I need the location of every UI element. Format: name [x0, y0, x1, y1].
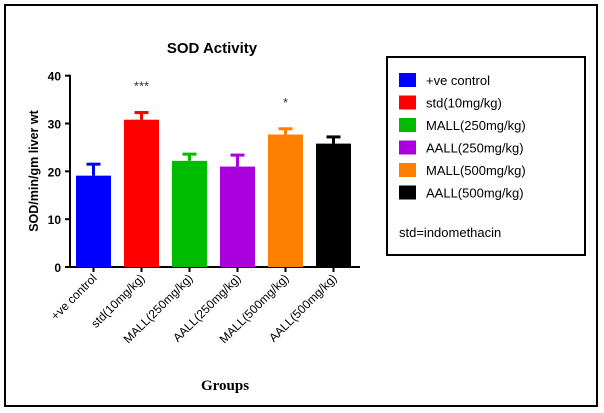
legend-entry: AALL(500mg/kg): [426, 186, 524, 201]
legend-note: std=indomethacin: [399, 225, 501, 240]
y-axis-label: SOD/min/gm liver wt: [27, 109, 41, 231]
bar: [124, 119, 159, 267]
y-tick-label: 30: [48, 118, 62, 132]
bar: [268, 134, 303, 267]
legend-swatch: [399, 185, 416, 200]
legend-entry: AALL(250mg/kg): [426, 141, 524, 156]
y-tick-label: 40: [48, 70, 62, 84]
legend-swatch: [399, 118, 416, 132]
bar: [76, 175, 111, 267]
legend-swatch: [399, 73, 416, 87]
legend-entry: +ve control: [426, 73, 490, 88]
legend-box: [386, 56, 586, 256]
y-tick-label: 20: [48, 165, 62, 179]
legend-entry: std(10mg/kg): [426, 96, 502, 111]
figure-frame: [4, 4, 598, 407]
bar: [220, 166, 255, 267]
legend-entry: MALL(500mg/kg): [426, 163, 526, 178]
bar: [316, 143, 351, 267]
significance-label: ***: [134, 79, 149, 94]
significance-label: *: [283, 95, 288, 110]
bar: [172, 160, 207, 267]
x-tick-label: +ve control: [48, 271, 100, 323]
y-tick-label: 0: [54, 261, 61, 275]
legend-swatch: [399, 140, 416, 155]
y-tick-label: 10: [48, 213, 62, 227]
chart-title: SOD Activity: [167, 40, 258, 57]
legend-entry: MALL(250mg/kg): [426, 118, 526, 133]
x-axis-label: Groups: [201, 378, 249, 394]
legend-swatch: [399, 163, 416, 177]
legend-swatch: [399, 95, 416, 110]
